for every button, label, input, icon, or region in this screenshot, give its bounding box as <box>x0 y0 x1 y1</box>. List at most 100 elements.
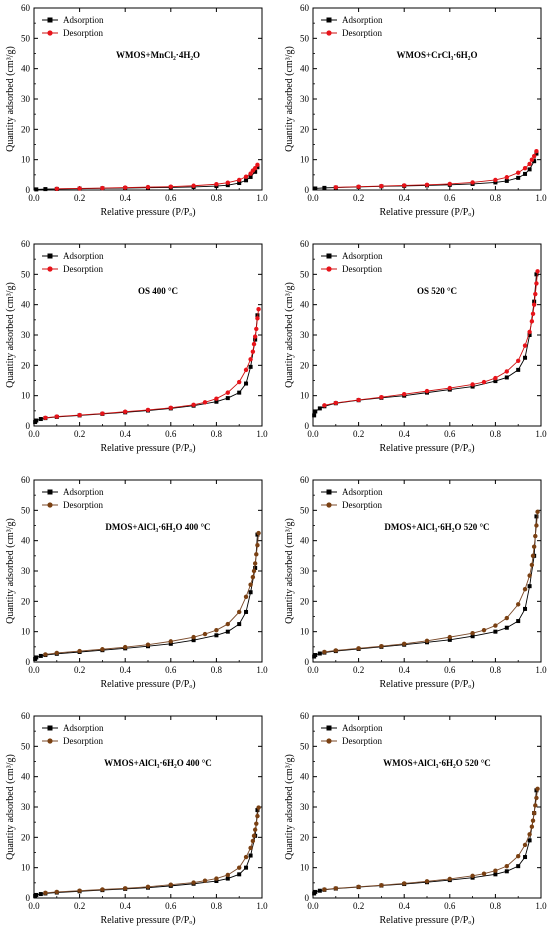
panel-title: WMOS+AlCl₃·6H₂O 400 °C <box>104 758 212 768</box>
x-tick-label: 0.6 <box>165 665 177 675</box>
desorption-point <box>522 343 528 348</box>
desorption-point <box>356 884 361 889</box>
adsorption-point <box>38 417 43 422</box>
desorption-point <box>255 316 260 321</box>
adsorption-point <box>527 333 532 337</box>
desorption-point <box>535 786 540 791</box>
adsorption-point <box>225 183 230 188</box>
desorption-point <box>481 871 487 876</box>
legend-entry: Desorption <box>63 736 103 746</box>
desorption-point <box>533 533 538 539</box>
desorption-point <box>356 397 361 403</box>
desorption-point <box>424 388 430 394</box>
y-axis-label: Quantity adsorbed (cm³/g) <box>5 754 16 860</box>
desorption-point <box>529 562 535 568</box>
y-tick-label: 50 <box>21 33 31 43</box>
desorption-point <box>481 379 487 385</box>
y-tick-label: 10 <box>21 391 31 401</box>
panel-title: DMOS+AlCl₃·6H₂O 400 °C <box>105 522 210 532</box>
desorption-point <box>255 162 260 168</box>
desorption-point <box>529 824 535 829</box>
desorption-point <box>243 594 249 599</box>
desorption-point <box>504 863 509 869</box>
legend-marker-adsorption <box>326 17 332 23</box>
x-tick-label: 0.8 <box>211 665 223 675</box>
y-tick-label: 0 <box>26 893 31 903</box>
adsorption-point <box>313 653 318 658</box>
desorption-point <box>356 184 361 189</box>
y-tick-label: 50 <box>300 269 310 279</box>
y-tick-label: 40 <box>21 300 31 310</box>
desorption-point <box>256 805 261 810</box>
x-tick-label: 0.0 <box>307 901 319 911</box>
desorption-point <box>470 873 475 879</box>
desorption-point <box>191 880 196 885</box>
chart-panel-5: 0.0 0.2 0.4 0.6 0.8 1.0 0 10 20 30 40 50 60 Relative … <box>5 475 268 690</box>
y-axis-label: Quantity adsorbed (cm³/g) <box>5 518 16 624</box>
x-axis-label: Relative pressure (P/Pₒ) <box>100 443 195 454</box>
adsorption-point <box>34 655 39 660</box>
adsorption-point <box>317 406 322 411</box>
desorption-point <box>252 561 258 566</box>
adsorption-point <box>34 187 39 192</box>
adsorption-point <box>244 609 249 614</box>
x-tick-label: 0.0 <box>307 429 319 439</box>
desorption-point <box>252 334 258 339</box>
y-tick-label: 20 <box>21 832 31 842</box>
x-tick-label: 0.8 <box>490 429 502 439</box>
desorption-point <box>43 890 48 896</box>
desorption-point <box>145 884 151 889</box>
adsorption-point <box>322 185 327 190</box>
desorption-point <box>333 185 338 190</box>
adsorption-point <box>248 364 253 369</box>
desorption-point <box>237 379 242 385</box>
adsorption-point <box>248 174 253 179</box>
x-tick-label: 0.6 <box>444 665 456 675</box>
y-tick-label: 20 <box>300 124 310 134</box>
legend-entry: Adsorption <box>63 15 104 25</box>
x-axis-label: Relative pressure (P/Pₒ) <box>379 443 474 454</box>
desorption-point <box>237 609 242 615</box>
desorption-point <box>424 182 430 188</box>
adsorption-point <box>523 855 528 860</box>
adsorption-point <box>248 590 253 595</box>
y-tick-label: 20 <box>300 832 310 842</box>
desorption-point <box>77 888 82 893</box>
legend-marker-adsorption <box>326 253 332 259</box>
adsorption-point <box>253 565 258 570</box>
adsorption-point <box>214 633 219 638</box>
adsorption-point <box>317 888 322 893</box>
legend-marker-adsorption <box>47 253 53 259</box>
legend-marker-desorption <box>47 266 53 272</box>
x-tick-label: 0.4 <box>120 665 132 675</box>
desorption-point <box>255 543 260 548</box>
x-tick-label: 0.4 <box>399 665 411 675</box>
desorption-point <box>533 291 538 297</box>
x-tick-label: 0.6 <box>165 429 177 439</box>
legend-marker-desorption <box>47 502 53 508</box>
desorption-point <box>333 886 338 891</box>
panel-title: WMOS+MnCl₂·4H₂O <box>116 50 200 60</box>
desorption-point <box>248 171 253 176</box>
legend-marker-adsorption <box>326 725 332 731</box>
x-tick-label: 0.2 <box>74 193 85 203</box>
desorption-point <box>470 180 475 185</box>
desorption-series-line <box>45 533 260 655</box>
x-tick-label: 0.8 <box>211 429 223 439</box>
desorption-point <box>402 183 407 188</box>
adsorption-point <box>38 892 43 897</box>
desorption-point <box>333 400 338 406</box>
desorption-point <box>534 795 539 801</box>
legend-marker-desorption <box>326 738 332 744</box>
y-tick-label: 0 <box>26 421 31 431</box>
desorption-point <box>191 634 196 640</box>
y-tick-label: 60 <box>300 475 310 485</box>
desorption-point <box>530 553 536 559</box>
y-axis-label: Quantity adsorbed (cm³/g) <box>284 46 295 152</box>
desorption-series-line <box>45 309 260 419</box>
x-tick-label: 0.2 <box>353 665 364 675</box>
adsorption-point <box>447 637 452 642</box>
desorption-series-line <box>324 788 539 890</box>
y-tick-label: 30 <box>300 802 310 812</box>
